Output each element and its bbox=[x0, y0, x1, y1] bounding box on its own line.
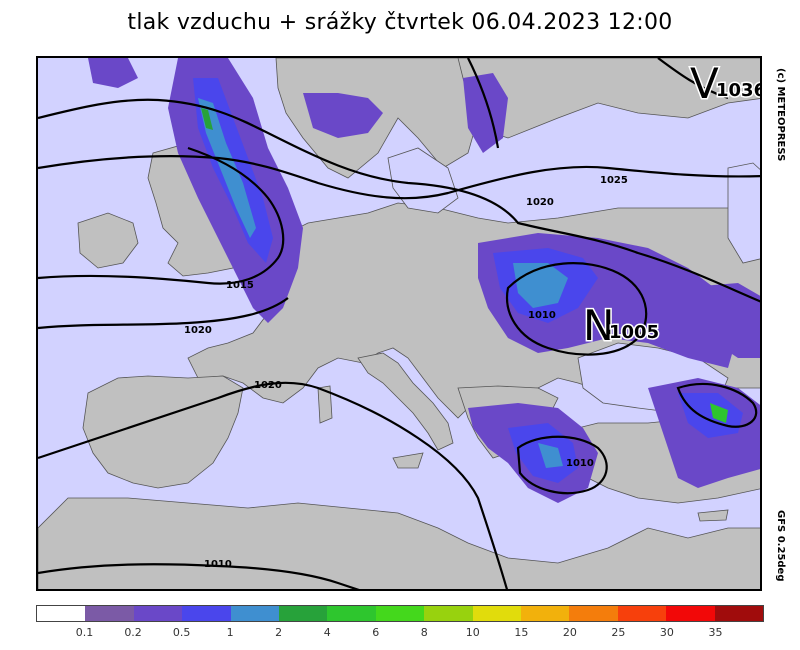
isobar-1020-south bbox=[38, 381, 508, 589]
isobar-1025-north bbox=[38, 154, 760, 200]
legend-swatch bbox=[424, 606, 473, 621]
legend-label: 1 bbox=[226, 626, 234, 639]
map-title: tlak vzduchu + srážky čtvrtek 06.04.2023… bbox=[127, 10, 673, 35]
legend-label: 0.1 bbox=[75, 626, 94, 639]
precip-northeast bbox=[463, 73, 508, 153]
isobar-label: 1020 bbox=[526, 197, 554, 208]
isobar-1015-east bbox=[676, 382, 758, 428]
map-canvas: 1025 1020 1015 1020 1020 1010 1010 1010 … bbox=[38, 58, 762, 589]
legend-swatch bbox=[182, 606, 231, 621]
iberia-land bbox=[82, 375, 244, 489]
ireland-land bbox=[77, 212, 139, 269]
isobar-label: 1015 bbox=[226, 280, 254, 291]
legend-swatch bbox=[714, 606, 764, 621]
isobar-label: 1010 bbox=[528, 310, 556, 321]
precip-norway bbox=[303, 93, 383, 138]
high-center-letter: V bbox=[690, 59, 719, 108]
legend-swatch bbox=[617, 606, 667, 621]
isobar-1010-low bbox=[505, 262, 648, 356]
isobar-label: 1020 bbox=[254, 380, 282, 391]
isobar-1010-aegean bbox=[516, 435, 608, 495]
sardinia-land bbox=[317, 385, 333, 424]
legend-swatch bbox=[666, 606, 715, 621]
sicily-land bbox=[392, 452, 424, 469]
legend-label: 15 bbox=[514, 626, 529, 639]
precipitation-legend bbox=[36, 605, 764, 622]
weather-map: 1025 1020 1015 1020 1020 1010 1010 1010 … bbox=[36, 56, 762, 591]
isobar-1020-north bbox=[38, 98, 760, 303]
precip-atlantic-green bbox=[201, 108, 213, 130]
isobar-1015 bbox=[38, 146, 285, 285]
precip-atlantic-inner bbox=[198, 98, 256, 238]
legend-swatch bbox=[85, 606, 134, 621]
isobar-1020-west bbox=[38, 297, 289, 330]
legend-swatch bbox=[230, 606, 280, 621]
legend-swatch bbox=[133, 606, 183, 621]
legend-label: 8 bbox=[420, 626, 428, 639]
north-africa-land bbox=[38, 497, 760, 589]
legend-label: 0.2 bbox=[124, 626, 142, 639]
legend-swatch bbox=[472, 606, 522, 621]
low-center-letter: N bbox=[583, 301, 614, 350]
legend-label: 30 bbox=[659, 626, 674, 639]
legend-label: 4 bbox=[323, 626, 331, 639]
isobar-layer bbox=[38, 58, 760, 589]
legend-label: 35 bbox=[708, 626, 723, 639]
isobar-label: 1020 bbox=[184, 325, 212, 336]
legend-swatch bbox=[375, 606, 425, 621]
legend-swatch bbox=[521, 606, 570, 621]
caspian-sea bbox=[727, 162, 760, 264]
high-center-value: 1036 bbox=[716, 80, 762, 101]
legend-swatch bbox=[327, 606, 376, 621]
precip-scotland bbox=[88, 58, 138, 88]
isobar-far-east bbox=[467, 58, 729, 149]
legend-label: 25 bbox=[611, 626, 626, 639]
isobar-label: 1010 bbox=[566, 458, 594, 469]
legend-label: 2 bbox=[275, 626, 283, 639]
legend-labels: 0.1 0.2 0.5 1 2 4 6 8 10 15 20 25 30 35 bbox=[36, 626, 764, 642]
isobar-1010-south bbox=[38, 563, 360, 589]
precip-turkey-green bbox=[710, 403, 728, 423]
low-center-value: 1005 bbox=[609, 322, 659, 343]
legend-swatch bbox=[37, 606, 86, 621]
legend-swatch bbox=[279, 606, 328, 621]
legend-label: 10 bbox=[465, 626, 480, 639]
pressure-centers: V 1036 N 1005 bbox=[582, 58, 762, 352]
precip-russia-east bbox=[678, 283, 760, 358]
legend-swatch bbox=[569, 606, 618, 621]
legend-label: 20 bbox=[562, 626, 577, 639]
isobar-label-layer: 1025 1020 1015 1020 1020 1010 1010 1010 bbox=[184, 175, 628, 570]
baltic-sea bbox=[387, 147, 459, 214]
cyprus-land bbox=[697, 509, 729, 522]
legend-label: 6 bbox=[372, 626, 380, 639]
isobar-label: 1010 bbox=[204, 559, 232, 570]
italy-land bbox=[357, 352, 454, 451]
isobar-label: 1025 bbox=[600, 175, 628, 186]
model-label: GFS 0.25deg bbox=[775, 510, 786, 582]
precip-balkans-core bbox=[538, 443, 563, 468]
legend-label: 0.5 bbox=[172, 626, 191, 639]
copyright-text: (c) METEOPRESS bbox=[775, 68, 786, 162]
